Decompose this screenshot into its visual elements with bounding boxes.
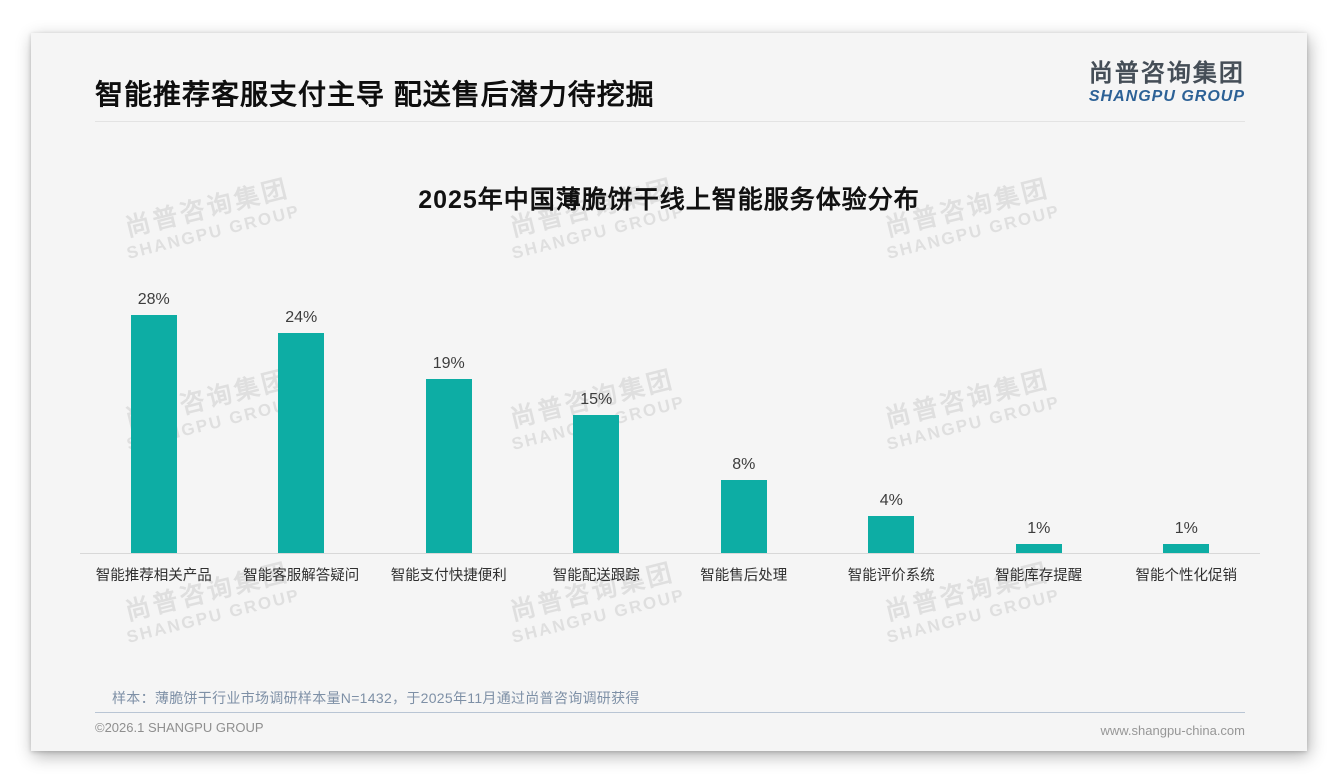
sample-note: 样本：薄脆饼干行业市场调研样本量N=1432，于2025年11月通过尚普咨询调研… bbox=[112, 690, 640, 706]
bar bbox=[425, 379, 472, 553]
bar-column: 24% bbox=[228, 291, 376, 553]
bar bbox=[278, 333, 325, 553]
bar-column: 8% bbox=[670, 291, 818, 553]
watermark-chinese: 尚普咨询集团 bbox=[122, 558, 293, 627]
bar-value-label: 24% bbox=[285, 309, 318, 326]
website-text: www.shangpu-china.com bbox=[1100, 723, 1245, 738]
category-label: 智能库存提醒 bbox=[995, 568, 1083, 584]
bar-value-label: 19% bbox=[432, 355, 465, 372]
bar-value-label: 1% bbox=[1027, 520, 1051, 537]
watermark-chinese: 尚普咨询集团 bbox=[882, 558, 1053, 627]
category-label: 智能售后处理 bbox=[700, 568, 788, 584]
page-title: 智能推荐客服支付主导 配送售后潜力待挖掘 bbox=[95, 79, 655, 110]
bar bbox=[1163, 544, 1210, 553]
bar-value-label: 15% bbox=[580, 391, 613, 408]
copyright-text: ©2026.1 SHANGPU GROUP bbox=[95, 720, 264, 735]
bar bbox=[868, 516, 915, 553]
bar-column: 1% bbox=[965, 291, 1113, 553]
bar-column: 15% bbox=[523, 291, 671, 553]
category-label: 智能客服解答疑问 bbox=[243, 568, 360, 584]
bar-value-label: 1% bbox=[1174, 520, 1198, 537]
bar-column: 4% bbox=[818, 291, 966, 553]
bar-value-label: 8% bbox=[732, 456, 756, 473]
category-label: 智能个性化促销 bbox=[1135, 568, 1238, 584]
watermark-english: SHANGPU GROUP bbox=[124, 585, 303, 647]
watermark-chinese: 尚普咨询集团 bbox=[507, 558, 678, 627]
logo-chinese-name: 尚普咨询集团 bbox=[1088, 60, 1245, 87]
slide-card: 尚普咨询集团 SHANGPU GROUP 尚普咨询集团 SHANGPU GROUP 尚普… bbox=[31, 33, 1307, 751]
bar bbox=[130, 315, 177, 553]
company-logo: 尚普咨询集团 SHANGPU GROUP bbox=[1089, 60, 1245, 106]
footer-divider bbox=[95, 712, 1245, 713]
watermark-english: SHANGPU GROUP bbox=[884, 585, 1063, 647]
bar bbox=[720, 480, 767, 553]
chart-title: 2025年中国薄脆饼干线上智能服务体验分布 bbox=[418, 186, 920, 214]
watermark-english: SHANGPU GROUP bbox=[509, 585, 688, 647]
bar-value-label: 4% bbox=[879, 492, 903, 509]
bar bbox=[573, 415, 620, 553]
logo-english-name: SHANGPU GROUP bbox=[1088, 87, 1245, 105]
category-label: 智能配送跟踪 bbox=[552, 568, 640, 584]
header-divider bbox=[95, 121, 1245, 122]
bar-chart: 28% 24% 19% 15% 8% 4% 1% 1% bbox=[80, 291, 1260, 554]
bar-column: 19% bbox=[375, 291, 523, 553]
bar-column: 28% bbox=[80, 291, 228, 553]
category-label: 智能支付快捷便利 bbox=[390, 568, 507, 584]
category-axis: 智能推荐相关产品 智能客服解答疑问 智能支付快捷便利 智能配送跟踪 智能售后处理 智能评价… bbox=[80, 564, 1260, 585]
bar-column: 1% bbox=[1113, 291, 1261, 553]
bar-value-label: 28% bbox=[137, 291, 170, 308]
bar bbox=[1015, 544, 1062, 553]
category-label: 智能评价系统 bbox=[847, 568, 935, 584]
category-label: 智能推荐相关产品 bbox=[95, 568, 212, 584]
